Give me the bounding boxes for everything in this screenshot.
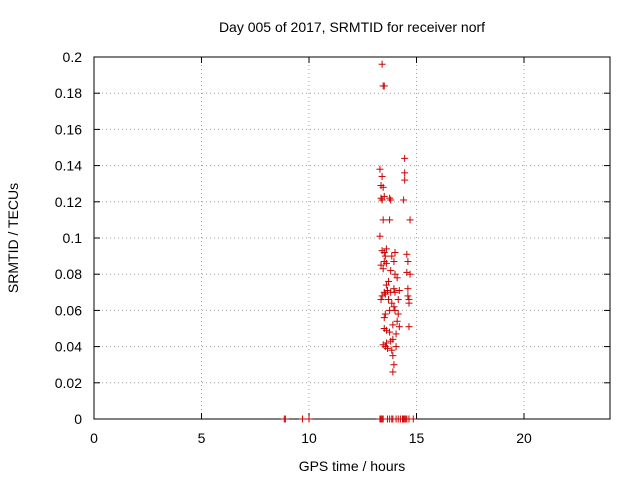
y-tick-label: 0.08 (55, 266, 82, 282)
y-axis-label: SRMTID / TECUs (5, 183, 21, 293)
x-tick-label: 20 (516, 430, 532, 446)
data-point (377, 194, 385, 202)
y-tick-label: 0.12 (55, 194, 82, 210)
data-point (381, 290, 389, 298)
x-tick-label: 15 (409, 430, 425, 446)
y-tick-label: 0.2 (63, 49, 83, 65)
data-point (383, 286, 391, 294)
data-point (406, 270, 414, 278)
data-point (387, 267, 395, 275)
data-point (403, 268, 411, 276)
data-point (391, 288, 399, 296)
data-point (379, 183, 387, 191)
data-point (389, 352, 397, 360)
data-point (380, 288, 388, 296)
x-axis-label: GPS time / hours (299, 458, 406, 474)
data-point (378, 60, 386, 68)
data-point (379, 265, 387, 273)
y-tick-label: 0.06 (55, 302, 82, 318)
y-tick-label: 0.16 (55, 121, 82, 137)
data-point (392, 343, 400, 351)
y-tick-label: 0.02 (55, 375, 82, 391)
data-point (380, 82, 388, 90)
data-point (388, 299, 396, 307)
data-point (383, 344, 391, 352)
data-point (391, 270, 399, 278)
data-point (388, 346, 396, 354)
data-point (378, 172, 386, 180)
data-point (382, 326, 390, 334)
data-point (391, 306, 399, 314)
data-point (391, 248, 399, 256)
data-point (405, 299, 413, 307)
data-point (404, 292, 412, 300)
data-point (389, 368, 397, 376)
data-point (299, 415, 307, 423)
data-point (382, 245, 390, 253)
data-point (380, 314, 388, 322)
data-point (393, 317, 401, 325)
data-point (378, 196, 386, 204)
data-point (378, 292, 386, 300)
data-point (386, 194, 394, 202)
data-point (281, 415, 289, 423)
data-point (390, 303, 398, 311)
data-points (280, 60, 417, 423)
data-point (405, 323, 413, 331)
y-tick-label: 0.18 (55, 85, 82, 101)
data-point (377, 296, 385, 304)
data-point (381, 310, 389, 318)
data-point (392, 330, 400, 338)
data-point (382, 259, 390, 267)
data-point (386, 328, 394, 336)
data-point (390, 361, 398, 369)
y-tick-label: 0.14 (55, 158, 82, 174)
data-point (382, 281, 390, 289)
data-point (404, 258, 412, 266)
data-point (387, 196, 395, 204)
data-point (401, 176, 409, 184)
x-tick-label: 0 (90, 430, 98, 446)
data-point (305, 415, 313, 423)
data-point (379, 216, 387, 224)
data-point (403, 250, 411, 258)
y-tick-label: 0.1 (63, 230, 83, 246)
data-point (401, 169, 409, 177)
data-point (380, 192, 388, 200)
data-point (377, 261, 385, 269)
data-point (404, 285, 412, 293)
x-tick-label: 5 (198, 430, 206, 446)
data-point (376, 232, 384, 240)
data-point (393, 274, 401, 282)
data-point (380, 248, 388, 256)
data-point (385, 296, 393, 304)
y-tick-label: 0 (74, 411, 82, 427)
chart-title: Day 005 of 2017, SRMTID for receiver nor… (219, 19, 485, 35)
data-point (389, 335, 397, 343)
data-point (394, 296, 402, 304)
data-point (390, 285, 398, 293)
data-point (395, 286, 403, 294)
data-point (390, 258, 398, 266)
data-point (376, 165, 384, 173)
data-point (409, 415, 417, 423)
data-point (401, 154, 409, 162)
data-point (382, 339, 390, 347)
data-point (388, 252, 396, 260)
data-point (389, 321, 397, 329)
data-point (394, 310, 402, 318)
axis-ticks: 0 5 10 15 20 0 0.02 0.04 0.06 0.08 0.1 0.12 0.14 0.16… (55, 49, 610, 446)
grid (94, 57, 610, 419)
data-point (400, 196, 408, 204)
x-tick-label: 10 (301, 430, 317, 446)
data-point (381, 252, 389, 260)
data-point (406, 216, 414, 224)
data-point (395, 323, 403, 331)
y-tick-label: 0.04 (55, 339, 82, 355)
data-point (385, 277, 393, 285)
data-point (386, 216, 394, 224)
